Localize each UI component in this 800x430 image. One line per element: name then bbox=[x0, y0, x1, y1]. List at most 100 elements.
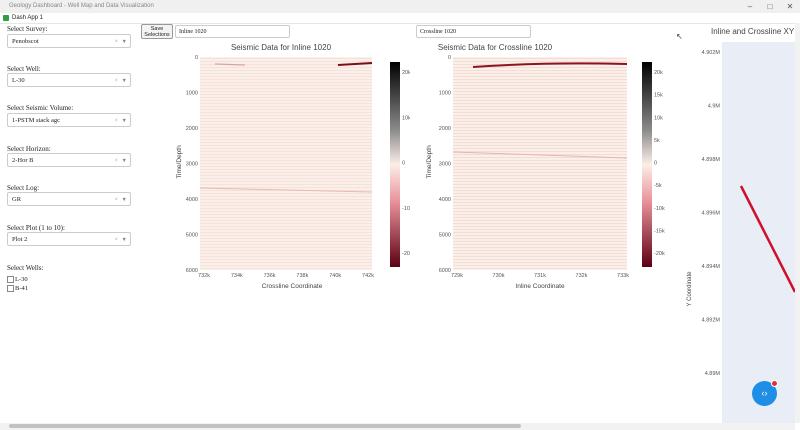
scrollbar-thumb[interactable] bbox=[9, 424, 521, 428]
clear-icon[interactable]: × bbox=[114, 78, 118, 84]
seismic-inline-chart[interactable]: Seismic Data for Inline 1020 Time/Depth … bbox=[170, 40, 410, 295]
chevron-down-icon[interactable]: ▼ bbox=[121, 197, 127, 203]
plot-value: Plot 2 bbox=[12, 236, 28, 243]
well-dropdown[interactable]: L-30 × ▼ bbox=[7, 73, 131, 87]
minimize-icon[interactable]: – bbox=[747, 2, 753, 11]
x-tick-label: 729k bbox=[451, 273, 463, 279]
y-tick-label: 4000 bbox=[186, 197, 198, 203]
well-value: L-30 bbox=[12, 77, 25, 84]
y-tick-label: 4.892M bbox=[702, 318, 721, 324]
mouse-cursor-icon: ↖ bbox=[676, 32, 683, 41]
seafloor-reflector bbox=[337, 62, 373, 66]
heatmap-texture bbox=[200, 57, 372, 270]
crossline-input[interactable]: Crossline 1020 bbox=[416, 25, 531, 38]
tab-dash-app[interactable]: Dash App 1 bbox=[1, 14, 46, 22]
x-tick-label: 736k bbox=[264, 273, 276, 279]
chevron-down-icon[interactable]: ▼ bbox=[121, 158, 127, 164]
chevron-down-icon[interactable]: ▼ bbox=[121, 78, 127, 84]
horizon-reflector bbox=[452, 151, 628, 159]
code-icon: ‹› bbox=[761, 388, 768, 398]
y-tick-label: 1000 bbox=[186, 91, 198, 97]
xy-map-chart[interactable]: Inline and Crossline XY Y Coordinate 4.9… bbox=[680, 24, 795, 424]
well-checkbox-label: L-30 bbox=[15, 276, 28, 283]
x-tick-label: 730k bbox=[493, 273, 505, 279]
y-tick-label: 6000 bbox=[439, 268, 451, 274]
checkbox-icon[interactable] bbox=[7, 285, 14, 293]
app-favicon-icon bbox=[3, 15, 9, 21]
chevron-down-icon[interactable]: ▼ bbox=[121, 39, 127, 45]
chart-title: Seismic Data for Inline 1020 bbox=[231, 43, 332, 52]
colorbar-tick-label: 5k bbox=[654, 138, 660, 144]
plot-dropdown[interactable]: Plot 2 × ▼ bbox=[7, 232, 131, 246]
survey-dropdown[interactable]: Penobscot × ▼ bbox=[7, 34, 131, 48]
horizon-value: 2-Hor B bbox=[12, 157, 34, 164]
log-label: Select Log: bbox=[7, 184, 40, 192]
well-checkbox-b41[interactable]: B-41 bbox=[7, 285, 28, 293]
save-label-line2: Selections bbox=[144, 32, 170, 38]
y-axis-title: Y Coordinate bbox=[687, 271, 693, 307]
checkbox-icon[interactable] bbox=[7, 276, 14, 284]
vertical-scrollbar[interactable] bbox=[795, 23, 800, 423]
horizon-dropdown[interactable]: 2-Hor B × ▼ bbox=[7, 153, 131, 167]
colorbar bbox=[642, 62, 652, 267]
x-tick-label: 731k bbox=[534, 273, 546, 279]
clear-icon[interactable]: × bbox=[114, 158, 118, 164]
clear-icon[interactable]: × bbox=[114, 197, 118, 203]
seafloor-reflector-faint bbox=[214, 63, 246, 66]
chevron-down-icon[interactable]: ▼ bbox=[121, 237, 127, 243]
volume-value: 1-PSTM stack agc bbox=[12, 117, 61, 124]
horizon-label: Select Horizon: bbox=[7, 145, 51, 153]
x-tick-label: 742k bbox=[362, 273, 374, 279]
y-tick-label: 3000 bbox=[439, 162, 451, 168]
colorbar-tick-label: -10k bbox=[402, 206, 410, 212]
save-selections-button[interactable]: Save Selections bbox=[141, 24, 173, 39]
survey-label: Select Survey: bbox=[7, 25, 48, 33]
inline-input[interactable]: Inline 1020 bbox=[175, 25, 290, 38]
x-tick-label: 732k bbox=[198, 273, 210, 279]
y-tick-label: 1000 bbox=[439, 91, 451, 97]
x-axis-title: Crossline Coordinate bbox=[262, 283, 323, 290]
heatmap-texture bbox=[453, 57, 627, 270]
clear-icon[interactable]: × bbox=[114, 39, 118, 45]
tab-label: Dash App 1 bbox=[12, 15, 44, 21]
close-icon[interactable]: ✕ bbox=[786, 2, 794, 11]
y-tick-label: 5000 bbox=[186, 233, 198, 239]
x-tick-label: 734k bbox=[231, 273, 243, 279]
inline-crossline-line bbox=[739, 185, 795, 293]
seismic-crossline-chart[interactable]: Seismic Data for Crossline 1020 Time/Dep… bbox=[425, 40, 670, 295]
colorbar-tick-label: -5k bbox=[654, 183, 662, 189]
chart-title: Inline and Crossline XY bbox=[711, 27, 795, 36]
volume-label: Select Seismic Volume: bbox=[7, 104, 74, 112]
y-tick-label: 2000 bbox=[186, 126, 198, 132]
volume-dropdown[interactable]: 1-PSTM stack agc × ▼ bbox=[7, 113, 131, 127]
y-tick-label: 0 bbox=[195, 55, 198, 61]
y-tick-label: 4000 bbox=[439, 197, 451, 203]
colorbar-tick-label: 15k bbox=[654, 93, 663, 99]
survey-value: Penobscot bbox=[12, 38, 39, 45]
clear-icon[interactable]: × bbox=[114, 118, 118, 124]
window-title-bar: Geology Dashboard - Well Map and Data Vi… bbox=[0, 0, 800, 13]
y-tick-label: 0 bbox=[448, 55, 451, 61]
horizontal-scrollbar[interactable] bbox=[0, 423, 795, 430]
log-dropdown[interactable]: GR × ▼ bbox=[7, 192, 131, 206]
y-tick-label: 4.9M bbox=[708, 104, 721, 110]
colorbar-tick-label: -10k bbox=[654, 206, 665, 212]
y-tick-label: 6000 bbox=[186, 268, 198, 274]
colorbar-tick-label: 20k bbox=[402, 70, 410, 76]
window-title: Geology Dashboard - Well Map and Data Vi… bbox=[9, 3, 154, 9]
x-tick-label: 740k bbox=[329, 273, 341, 279]
colorbar-tick-label: 10k bbox=[654, 115, 663, 121]
chevron-down-icon[interactable]: ▼ bbox=[121, 118, 127, 124]
clear-icon[interactable]: × bbox=[114, 237, 118, 243]
well-checkbox-l30[interactable]: L-30 bbox=[7, 276, 28, 284]
chart-title: Seismic Data for Crossline 1020 bbox=[438, 43, 553, 52]
x-tick-label: 733k bbox=[617, 273, 629, 279]
maximize-icon[interactable]: □ bbox=[767, 2, 773, 11]
y-tick-label: 3000 bbox=[186, 162, 198, 168]
well-label: Select Well: bbox=[7, 65, 41, 73]
y-axis-title: Time/Depth bbox=[176, 145, 183, 179]
y-tick-label: 5000 bbox=[439, 233, 451, 239]
well-checkbox-label: B-41 bbox=[15, 285, 28, 292]
tab-bar: Dash App 1 bbox=[0, 13, 800, 24]
wells-label: Select Wells: bbox=[7, 264, 44, 272]
